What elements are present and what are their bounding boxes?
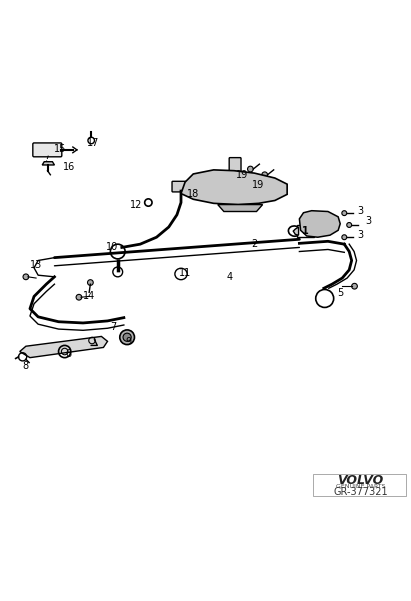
FancyBboxPatch shape [172,182,196,192]
Text: 17: 17 [87,138,99,148]
Circle shape [76,294,82,300]
Circle shape [347,222,352,227]
Circle shape [262,172,268,178]
Text: 14: 14 [83,291,95,302]
Circle shape [231,178,249,196]
Text: 16: 16 [62,162,75,172]
Polygon shape [20,337,108,358]
Text: 9: 9 [125,337,131,347]
Circle shape [352,283,357,289]
Polygon shape [299,211,340,237]
Text: 12: 12 [130,200,142,210]
Circle shape [120,330,134,344]
Circle shape [23,274,29,279]
Polygon shape [218,204,263,212]
Text: 19: 19 [236,169,248,180]
Text: 3: 3 [358,206,364,216]
Text: 13: 13 [30,260,42,270]
Text: 6: 6 [66,349,72,359]
Circle shape [342,235,347,240]
Text: 8: 8 [22,361,28,371]
Circle shape [225,171,256,203]
Polygon shape [42,162,55,165]
Text: VOLVO: VOLVO [337,474,384,487]
Text: 7: 7 [111,322,117,332]
Text: 18: 18 [187,189,199,200]
Circle shape [237,184,243,191]
Text: 3: 3 [366,216,372,226]
Text: GENUINE PARTS: GENUINE PARTS [336,484,386,489]
FancyBboxPatch shape [313,474,406,496]
Text: 11: 11 [179,267,191,278]
Polygon shape [293,227,298,235]
Text: GR-377321: GR-377321 [333,487,388,498]
Text: 5: 5 [337,288,343,298]
FancyBboxPatch shape [296,225,314,237]
Text: 4: 4 [227,272,233,282]
FancyBboxPatch shape [33,143,62,157]
Text: 3: 3 [358,230,364,240]
Circle shape [123,333,131,341]
Text: 1: 1 [302,226,309,236]
FancyBboxPatch shape [229,157,241,171]
Circle shape [306,213,329,236]
Circle shape [312,219,323,231]
Text: 19: 19 [252,180,265,191]
Text: 15: 15 [54,144,67,154]
Text: 2: 2 [252,239,258,249]
Circle shape [247,166,253,172]
Polygon shape [181,170,287,204]
Circle shape [88,279,93,285]
Text: 10: 10 [106,242,118,252]
Circle shape [342,211,347,216]
